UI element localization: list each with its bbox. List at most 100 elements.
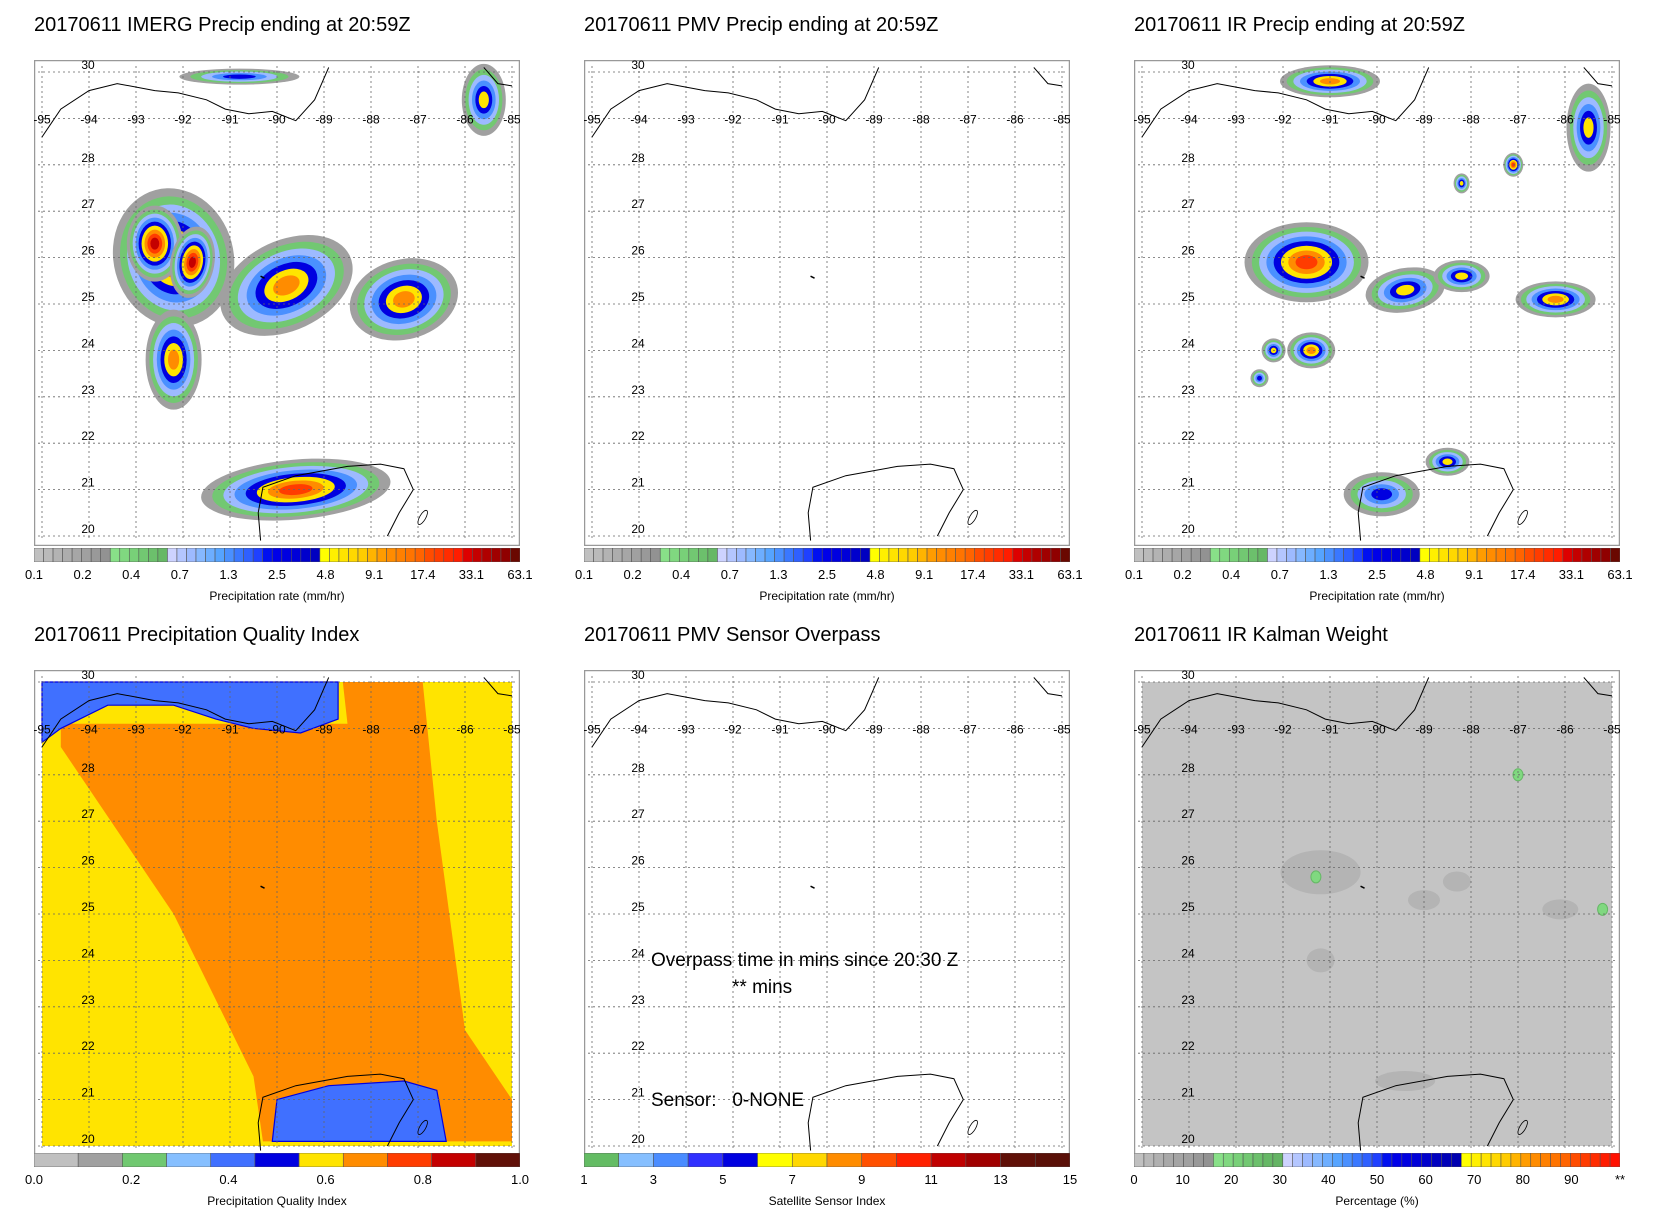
colorbar-swatch: [879, 548, 890, 562]
colorbar-swatch: [783, 548, 794, 562]
colorbar-swatch: [491, 548, 502, 562]
colorbar-swatch: [62, 548, 73, 562]
coastline-florida: [1033, 67, 1063, 87]
precip-cell-layer: [1295, 255, 1318, 270]
lat-tick-label: 28: [631, 151, 645, 165]
colorbar-tick-label: 0.6: [316, 1172, 335, 1187]
panel-imerg: 20170611 IMERG Precip ending at 20:59Z -…: [25, 0, 574, 605]
colorbar-swatch: [77, 1153, 123, 1167]
colorbar-swatch: [395, 548, 406, 562]
colorbar-swatch: [688, 548, 699, 562]
coastline-florida: [1583, 677, 1613, 697]
colorbar-swatch: [631, 548, 642, 562]
colorbar-ticks: 1 3 5 7 9 11 13 15: [580, 1172, 1077, 1188]
lon-tick-label: -93: [1227, 722, 1245, 736]
colorbar-swatch: [210, 1153, 256, 1167]
colorbar-swatch: [926, 548, 937, 562]
colorbar-tick-label: 40: [1321, 1172, 1336, 1187]
colorbar-swatch: [1572, 548, 1583, 562]
colorbar-swatch: [745, 548, 756, 562]
coastline-yucatan: [1357, 463, 1514, 541]
colorbar-swatch: [993, 548, 1004, 562]
island-cozumel: [967, 509, 978, 525]
lon-tick-label: -87: [959, 112, 977, 126]
map-svg: -95 -94 -93 -92 -91 -90 -89 -88 -87 -86 -85 30 28 27 2…: [584, 60, 1070, 546]
precip-cell-layer: [150, 237, 160, 250]
colorbar-swatch: [1252, 1153, 1264, 1167]
colorbar-swatch: [224, 548, 235, 562]
map-overlays: -95 -94 -93 -92 -91 -90 -89 -88 -87 -86 -85 30 28 27 2…: [1134, 60, 1620, 546]
lat-tick-label: 24: [631, 336, 645, 350]
panel-title: 20170611 IR Precip ending at 20:59Z: [1134, 14, 1465, 36]
colorbar-swatch: [1514, 548, 1526, 562]
lat-tick-label: 20: [1181, 1132, 1195, 1146]
colorbar-ticks: 0.1 0.2 0.4 0.7 1.3 2.5 4.8 9.1 17.4 33.1 63.1: [1125, 567, 1633, 583]
map-overlays: -95 -94 -93 -92 -91 -90 -89 -88 -87 -86 -85 30 28 27 2…: [584, 60, 1070, 546]
colorbar-swatch: [128, 548, 140, 562]
colorbar-swatch: [1282, 1153, 1293, 1167]
colorbar-swatch: [1276, 548, 1287, 562]
lon-tick-label: -88: [912, 112, 930, 126]
colorbar-swatch: [1305, 548, 1316, 562]
colorbar-swatch: [678, 548, 690, 562]
colorbar: [584, 548, 1070, 562]
lat-tick-label: 28: [1181, 761, 1195, 775]
pqi-field-blue-yucatan: [271, 1080, 447, 1142]
colorbar-swatch: [1520, 1153, 1532, 1167]
colorbar-swatch: [861, 1153, 897, 1167]
colorbar-swatch: [1262, 1153, 1274, 1167]
colorbar-swatch: [1371, 548, 1383, 562]
lon-tick-label: -93: [1227, 112, 1245, 126]
colorbar-swatch: [1530, 1153, 1541, 1167]
colorbar-swatch: [138, 548, 149, 562]
colorbar-swatch: [1610, 548, 1620, 562]
colorbar-swatch: [774, 548, 785, 562]
colorbar-swatch: [1550, 1153, 1561, 1167]
lat-tick-label: 24: [81, 946, 95, 960]
colorbar-swatch: [764, 548, 775, 562]
map-plot: -95 -94 -93 -92 -91 -90 -89 -88 -87 -86 -85 30 28 27 2…: [584, 670, 1070, 1156]
panel-title: 20170611 IMERG Precip ending at 20:59Z: [34, 14, 411, 36]
colorbar-label: Percentage (%): [1335, 1194, 1419, 1208]
colorbar-swatch: [964, 548, 976, 562]
colorbar-swatch: [310, 548, 321, 562]
colorbar-tick-label: 0.7: [1270, 567, 1289, 582]
lon-tick-label: -86: [456, 112, 474, 126]
lat-tick-label: 30: [81, 60, 95, 72]
colorbar-swatch: [602, 548, 613, 562]
colorbar-swatch: [1248, 548, 1259, 562]
colorbar-swatch: [888, 548, 899, 562]
colorbar-tick-label: 1.3: [769, 567, 788, 582]
colorbar-swatch: [1495, 548, 1506, 562]
lon-tick-label: -85: [503, 722, 520, 736]
pqi-field-blue-coast: [41, 681, 339, 744]
precip-cell-layer: [1459, 181, 1464, 186]
colorbar-swatch: [1476, 548, 1487, 562]
colorbar-swatch: [148, 548, 159, 562]
colorbar-swatch: [1200, 548, 1211, 562]
lon-tick-label: -87: [959, 722, 977, 736]
colorbar-swatch: [1181, 548, 1192, 562]
island-cozumel: [1517, 1119, 1528, 1135]
lat-tick-label: 23: [1181, 383, 1195, 397]
lat-tick-label: 21: [631, 1086, 645, 1100]
colorbar-swatch: [1302, 1153, 1313, 1167]
lon-tick-label: -87: [409, 112, 427, 126]
colorbar-tick-label: 0.4: [219, 1172, 238, 1187]
small-island: [810, 275, 815, 279]
small-island: [1360, 275, 1365, 279]
colorbar-swatch: [717, 548, 728, 562]
lon-tick-label: -88: [362, 112, 380, 126]
colorbar-tick-label: 63.1: [507, 567, 533, 582]
lon-tick-label: -95: [34, 722, 51, 736]
lon-tick-label: -92: [1274, 112, 1292, 126]
lon-tick-label: -85: [1603, 722, 1620, 736]
lon-tick-label: -92: [1274, 722, 1292, 736]
lat-tick-label: 26: [81, 244, 95, 258]
map-overlays: -95 -94 -93 -92 -91 -90 -89 -88 -87 -86 -85 30 28 27 2…: [34, 60, 520, 546]
lon-tick-label: -94: [1180, 722, 1198, 736]
colorbar-swatch: [1295, 548, 1306, 562]
colorbar-swatch: [1361, 1153, 1373, 1167]
colorbar-swatch: [983, 548, 995, 562]
lat-tick-label: 25: [631, 900, 645, 914]
